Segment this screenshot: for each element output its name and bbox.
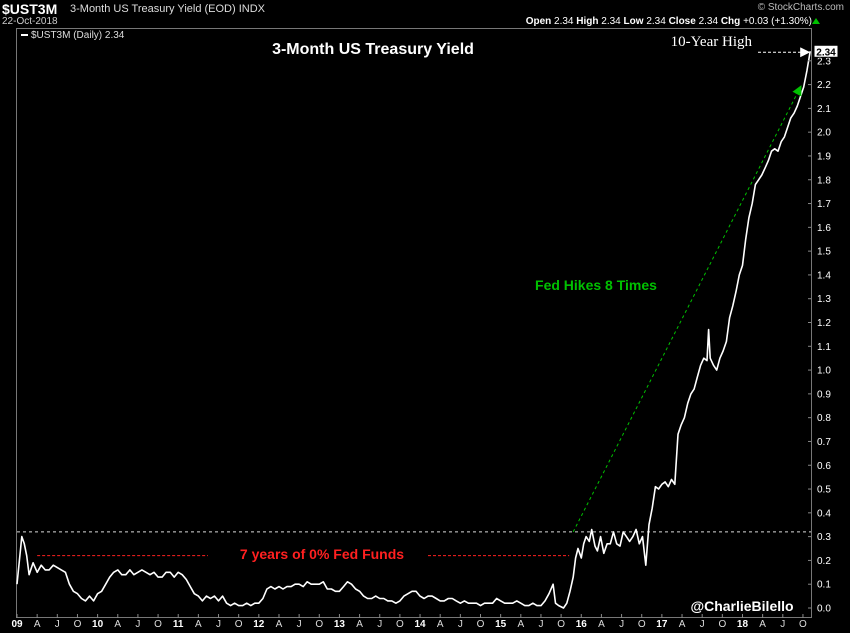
y-tick-label: 1.1 xyxy=(817,342,831,353)
open-value: 2.34 xyxy=(554,16,574,27)
annotation-hikes-arrow xyxy=(572,85,802,533)
x-tick-label: A xyxy=(195,619,202,630)
chg-value: +0.03 (+1.30%) xyxy=(743,16,812,27)
y-tick-label: 1.9 xyxy=(817,151,831,162)
y-tick-label: 1.0 xyxy=(817,366,831,377)
y-tick-label: 0.5 xyxy=(817,485,831,496)
x-tick-label: A xyxy=(679,619,686,630)
x-tick-label: O xyxy=(235,619,243,630)
close-label: Close xyxy=(668,16,696,27)
y-tick-label: 0.8 xyxy=(817,413,831,424)
x-tick-label: 10 xyxy=(92,619,104,630)
x-tick-label: O xyxy=(638,619,646,630)
y-tick-label: 1.5 xyxy=(817,247,831,258)
ticker-symbol: $UST3M xyxy=(2,1,58,17)
description-text: 3-Month US Treasury Yield (EOD) xyxy=(70,3,236,15)
x-tick-label: A xyxy=(34,619,41,630)
y-tick-label: 1.2 xyxy=(817,318,831,329)
x-tick-label: J xyxy=(780,619,785,630)
y-tick-label: 2.0 xyxy=(817,128,831,139)
x-tick-label: 15 xyxy=(495,619,507,630)
x-tick-label: 14 xyxy=(414,619,426,630)
x-tick-label: A xyxy=(356,619,363,630)
x-tick-label: J xyxy=(538,619,543,630)
x-tick-label: J xyxy=(135,619,140,630)
x-tick-label: A xyxy=(517,619,524,630)
x-tick-label: 12 xyxy=(253,619,265,630)
low-value: 2.34 xyxy=(646,16,666,27)
y-tick-label: 0.6 xyxy=(817,461,831,472)
x-tick-label: 13 xyxy=(334,619,346,630)
x-tick-label: 18 xyxy=(737,619,749,630)
y-tick-label: 0.1 xyxy=(817,580,831,591)
y-tick-label: 1.7 xyxy=(817,199,831,210)
y-tick-label: 0.2 xyxy=(817,556,831,567)
y-tick-label: 2.1 xyxy=(817,104,831,115)
chart-header: $UST3M 3-Month US Treasury Yield (EOD) I… xyxy=(0,0,850,28)
x-tick-label: O xyxy=(718,619,726,630)
x-tick-label: O xyxy=(396,619,404,630)
x-tick-label: 16 xyxy=(576,619,588,630)
x-tick-label: 17 xyxy=(656,619,668,630)
last-value-box xyxy=(813,44,839,58)
x-tick-label: J xyxy=(619,619,624,630)
series-legend: $UST3M (Daily) 2.34 xyxy=(21,30,124,41)
x-tick-label: O xyxy=(557,619,565,630)
y-tick-label: 2.3 xyxy=(817,56,831,67)
y-tick-label: 0.7 xyxy=(817,437,831,448)
x-tick-label: A xyxy=(114,619,121,630)
low-label: Low xyxy=(623,16,644,27)
y-tick-label: 1.4 xyxy=(817,270,831,281)
x-tick-label: J xyxy=(297,619,302,630)
annotation-zero-fed-funds: 7 years of 0% Fed Funds xyxy=(240,546,404,562)
x-tick-label: A xyxy=(598,619,605,630)
annotation-fed-hikes: Fed Hikes 8 Times xyxy=(535,277,657,293)
x-tick-label: O xyxy=(154,619,162,630)
y-tick-label: 0.3 xyxy=(817,532,831,543)
up-arrow-icon xyxy=(812,18,820,24)
x-tick-label: O xyxy=(477,619,485,630)
x-tick-label: A xyxy=(759,619,766,630)
chart-date: 22-Oct-2018 xyxy=(2,16,58,27)
x-tick-label: O xyxy=(799,619,807,630)
ticker-description: 3-Month US Treasury Yield (EOD) INDX xyxy=(70,3,265,15)
y-tick-label: 1.3 xyxy=(817,294,831,305)
chart-title: 3-Month US Treasury Yield xyxy=(272,41,474,58)
author-credit: @CharlieBilello xyxy=(690,598,793,614)
plot-area xyxy=(16,28,812,618)
x-tick-label: J xyxy=(458,619,463,630)
x-tick-label: J xyxy=(377,619,382,630)
high-label: High xyxy=(576,16,599,27)
last-value-label: 2.34 xyxy=(816,47,836,58)
x-tick-label: A xyxy=(437,619,444,630)
legend-label: $UST3M (Daily) 2.34 xyxy=(31,30,125,41)
close-value: 2.34 xyxy=(698,16,719,27)
x-tick-label: O xyxy=(74,619,82,630)
high-value: 2.34 xyxy=(601,16,621,27)
x-tick-label: J xyxy=(55,619,60,630)
x-tick-label: J xyxy=(216,619,221,630)
annotation-10-year-high: 10-Year High xyxy=(671,34,753,50)
x-tick-label: 11 xyxy=(173,619,184,630)
chg-label: Chg xyxy=(720,16,741,27)
y-tick-label: 2.2 xyxy=(817,80,831,91)
brand-watermark: © StockCharts.com xyxy=(757,2,844,13)
y-tick-label: 0.4 xyxy=(817,508,831,519)
y-tick-label: 0.9 xyxy=(817,389,831,400)
x-tick-label: 09 xyxy=(11,619,23,630)
exchange-label: INDX xyxy=(238,3,266,15)
y-tick-label: 1.8 xyxy=(817,175,831,186)
ohlc-readout: Open 2.34 High 2.34 Low 2.34 Close 2.34 … xyxy=(526,16,812,27)
legend-line-swatch xyxy=(21,34,28,37)
x-tick-label: J xyxy=(700,619,705,630)
y-tick-label: 1.6 xyxy=(817,223,831,234)
x-tick-label: O xyxy=(315,619,323,630)
series-line-0 xyxy=(16,51,811,609)
open-label: Open xyxy=(525,16,552,27)
x-tick-label: A xyxy=(276,619,283,630)
y-tick-label: 0.0 xyxy=(817,604,831,615)
